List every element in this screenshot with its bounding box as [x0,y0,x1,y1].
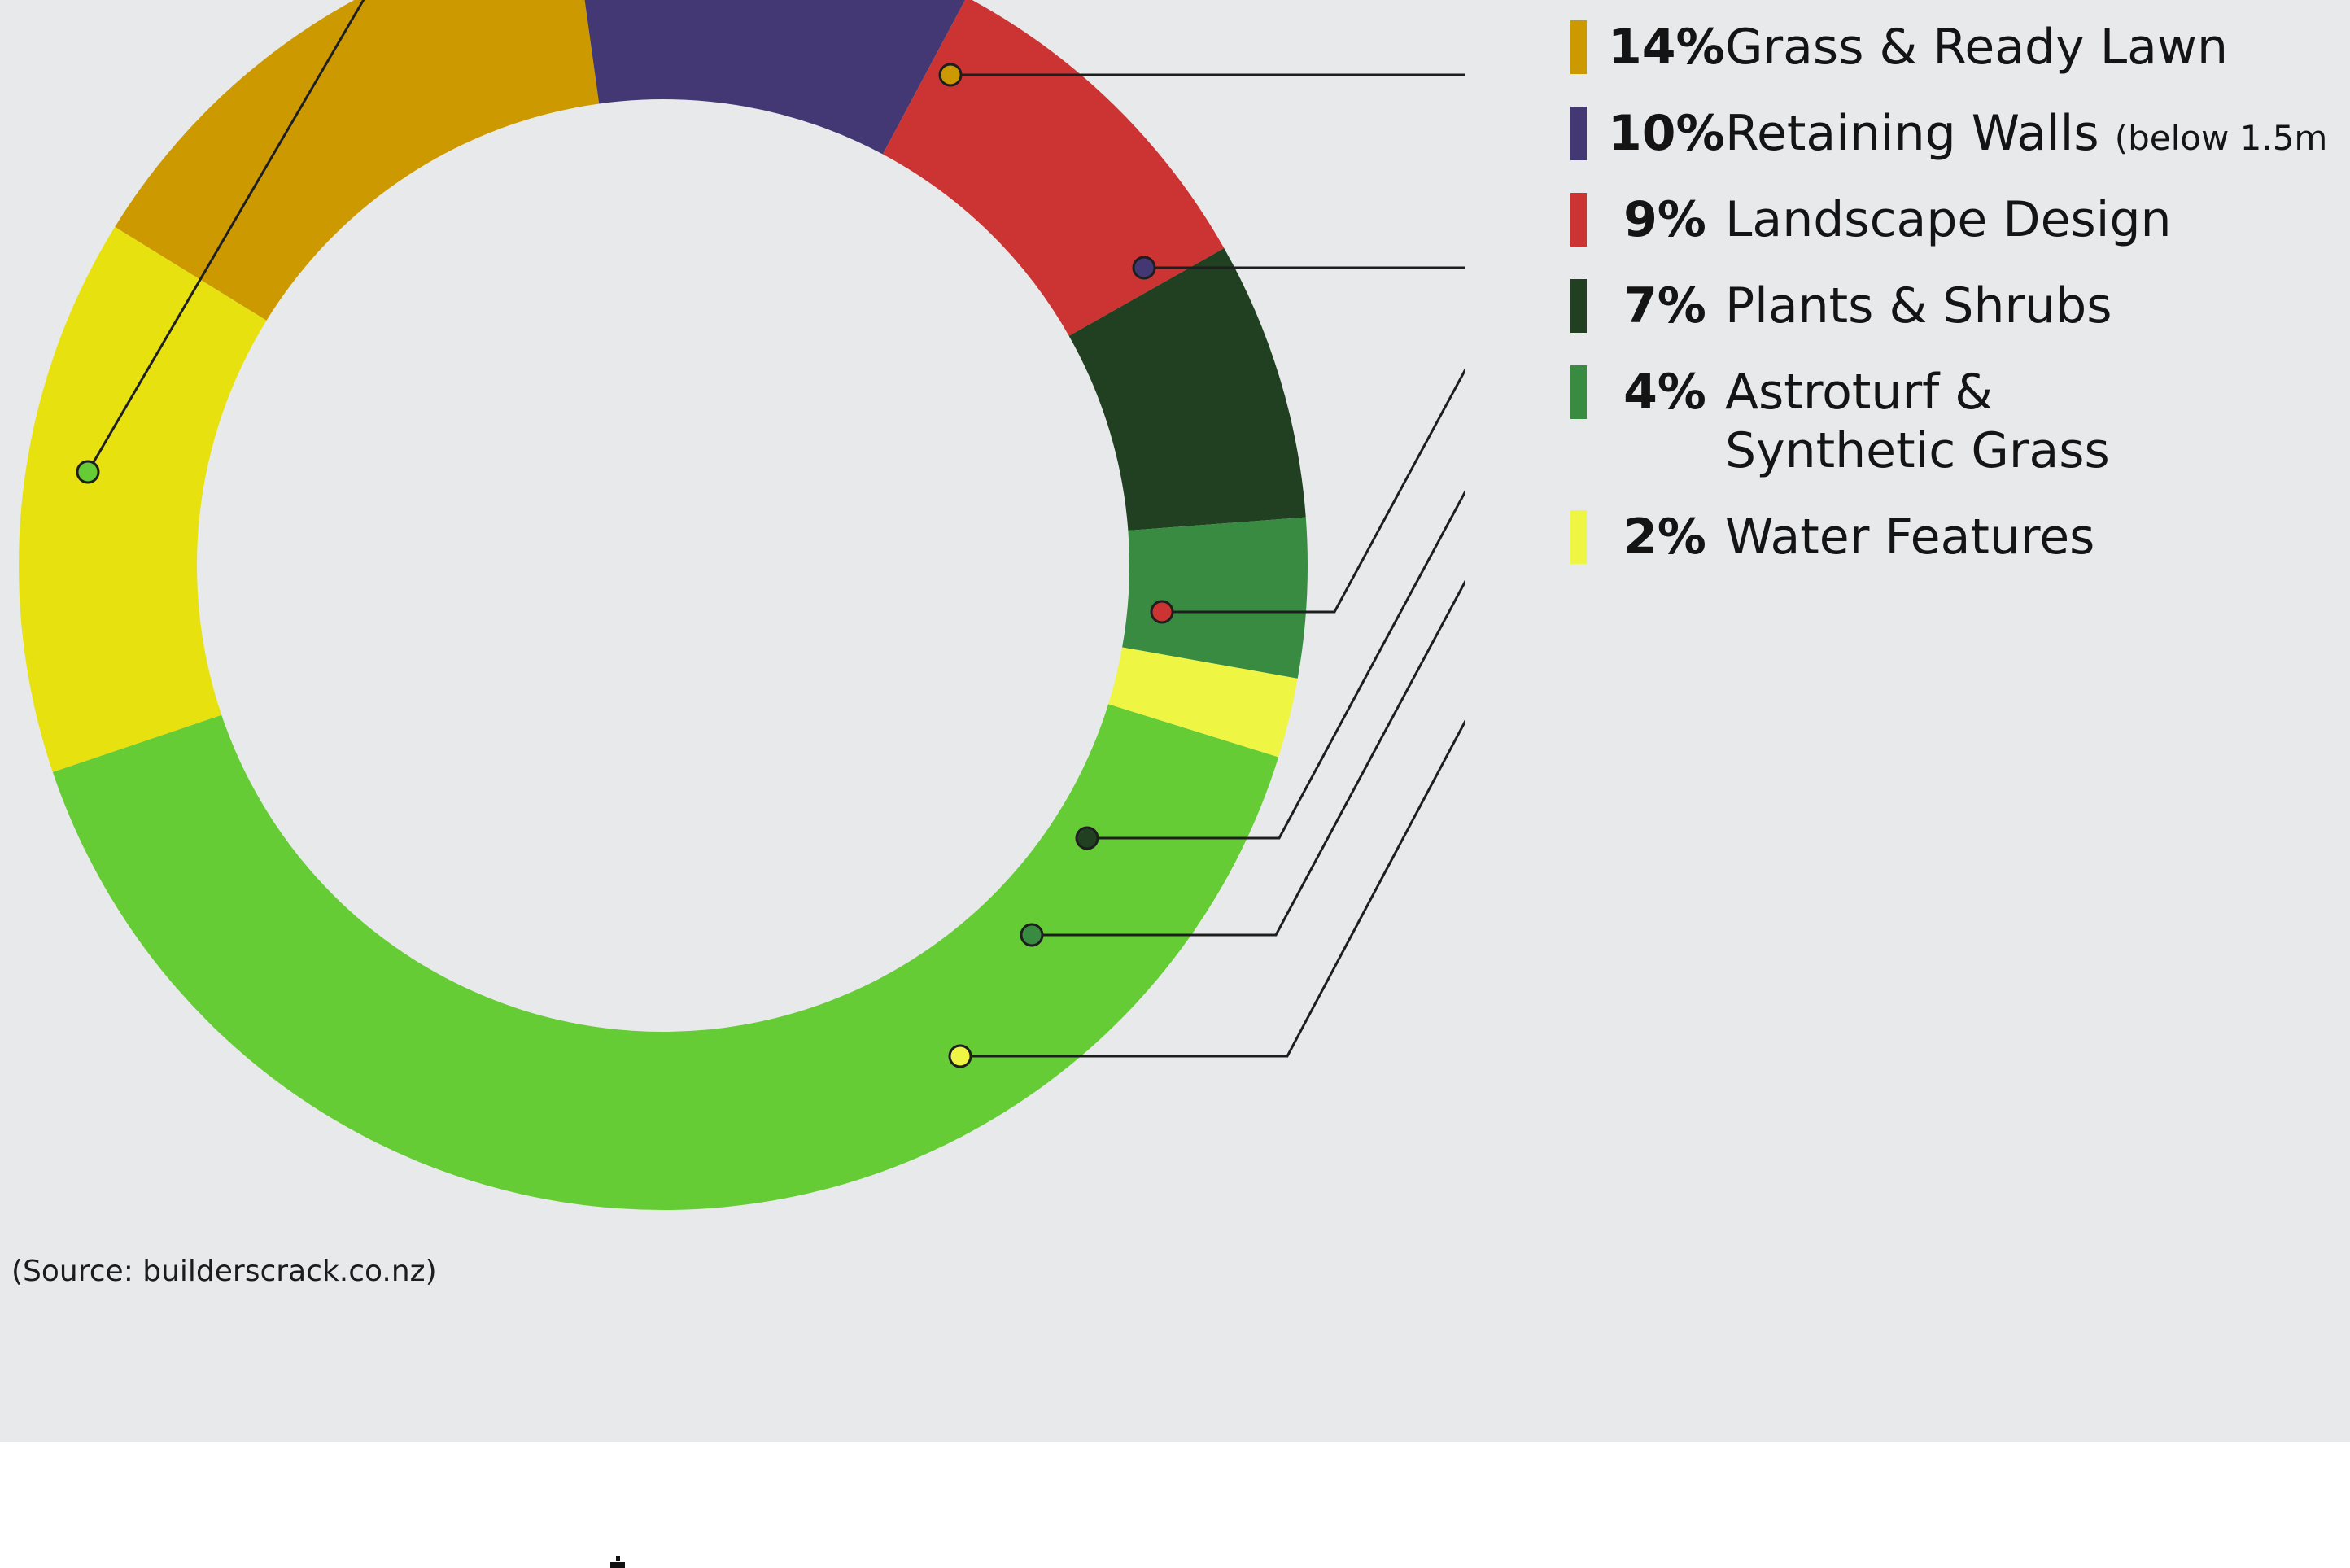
legend-label-astroturf: Astroturf & Synthetic Grass [1725,364,2110,479]
legend-swatch-grass-lawn [1570,20,1587,74]
legend-label-plants-shrubs: Plants & Shrubs [1725,277,2112,334]
leader-line-3 [1087,490,1465,840]
chart-panel: 14% Grass & Ready Lawn 10% Retaining Wal… [0,0,2350,1442]
donut-chart [19,0,1465,1210]
donut-slice-1 [584,0,966,155]
legend-swatch-retaining-walls [1570,107,1587,160]
donut-slice-6 [52,704,1279,1210]
donut-slice-4 [1122,517,1308,679]
legend-label-water-features: Water Features [1725,509,2095,566]
legend-label-retaining-walls: Retaining Walls [1725,105,2099,162]
source-note: (Source: builderscrack.co.nz) [11,1255,437,1288]
legend-percent-landscape-design: 9% [1623,191,1706,248]
legend-label-landscape-design: Landscape Design [1725,191,2172,248]
legend-swatch-astroturf [1570,365,1587,419]
legend-label-retaining-walls-wrap: Retaining Walls (below 1.5m [1725,104,2327,168]
donut-slice-7 [19,226,267,772]
legend-label-grass-lawn: Grass & Ready Lawn [1725,19,2229,76]
leader-anchor-4 [1020,923,1044,947]
leader-line-1 [1144,266,1465,269]
partial-glyph [610,1556,625,1568]
legend-note-retaining-walls: (below 1.5m [2114,118,2328,158]
legend-swatch-water-features [1570,510,1587,564]
legend-swatch-landscape-design [1570,193,1587,247]
donut-slice-0 [115,0,600,321]
leader-anchor-3 [1075,826,1099,850]
leader-line-5 [960,719,1465,1058]
legend-percent-grass-lawn: 14% [1608,19,1725,76]
legend-percent-retaining-walls: 10% [1608,105,1725,162]
legend-percent-plants-shrubs: 7% [1623,277,1706,334]
leader-anchor-1 [1132,256,1156,280]
leader-line-6 [86,0,365,473]
legend-percent-astroturf: 4% [1623,364,1706,421]
leader-anchor-5 [948,1044,972,1068]
donut-slice-5 [1108,647,1298,758]
leader-line-4 [1032,579,1465,937]
legend-percent-water-features: 2% [1623,509,1706,566]
donut-slice-3 [1068,248,1306,531]
donut-slice-2 [882,0,1225,336]
leader-line-2 [1162,368,1465,614]
leader-anchor-6 [76,460,100,484]
legend-swatch-plants-shrubs [1570,279,1587,333]
leader-anchor-0 [938,63,963,87]
leader-anchor-2 [1150,600,1174,624]
